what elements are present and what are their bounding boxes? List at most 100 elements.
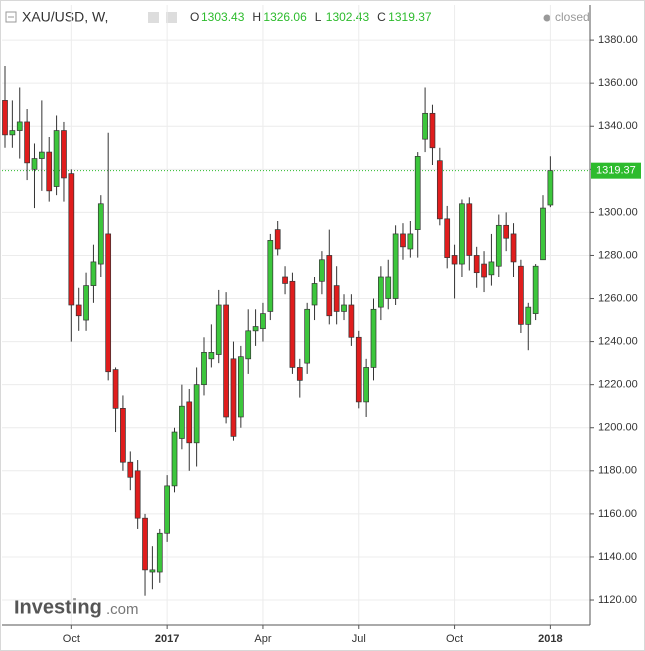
candle-body	[341, 304, 347, 312]
candle-body	[473, 255, 480, 274]
y-tick-label: 1260.00	[598, 292, 638, 304]
candle-body	[46, 151, 53, 192]
status: closed	[555, 10, 590, 24]
ohlc-label: C	[377, 10, 386, 24]
candle-body	[274, 229, 281, 250]
candle-body	[61, 130, 67, 179]
candle-body	[171, 431, 178, 487]
candle-body	[282, 276, 288, 284]
x-tick-label: Apr	[254, 633, 271, 645]
candle-body	[326, 255, 333, 317]
y-tick-label: 1160.00	[598, 508, 637, 520]
y-tick-label: 1340.00	[598, 120, 638, 132]
candle-body	[422, 112, 428, 140]
candle-body	[112, 369, 119, 409]
settings-icon[interactable]	[166, 12, 177, 23]
candle-body	[414, 156, 421, 230]
candle-body	[311, 283, 318, 306]
candle-body	[289, 280, 296, 368]
ohlc-label: O	[190, 10, 199, 24]
candle-body	[481, 263, 487, 278]
candle-body	[532, 265, 539, 314]
candle-body	[105, 233, 112, 373]
y-tick-label: 1140.00	[598, 551, 637, 563]
chart-title: XAU/USD, W,	[22, 9, 108, 25]
candle-body	[237, 356, 244, 418]
candle-body	[215, 304, 222, 355]
y-tick-label: 1200.00	[598, 422, 638, 434]
candle-body	[466, 203, 473, 256]
watermark: Investing	[14, 596, 102, 618]
candle-body	[252, 326, 259, 332]
ohlc-value: 1303.43	[201, 10, 245, 24]
candle-body	[120, 408, 126, 463]
ohlc-value: 1302.43	[326, 10, 370, 24]
candle-body	[488, 261, 495, 276]
candle-body	[451, 255, 458, 265]
candle-body	[230, 358, 237, 437]
eye-icon[interactable]	[148, 12, 159, 23]
candle-body	[355, 336, 362, 403]
candle-body	[9, 130, 16, 136]
ohlc-label: H	[252, 10, 261, 24]
candle-body	[333, 285, 340, 312]
y-tick-label: 1280.00	[598, 249, 638, 261]
candle-body	[518, 265, 524, 325]
x-tick-label: Oct	[446, 633, 463, 645]
candle-body	[142, 517, 148, 571]
price-label: 1319.37	[596, 165, 636, 177]
candle-body	[267, 240, 274, 312]
status-dot	[543, 14, 551, 22]
candle-body	[378, 276, 384, 308]
candle-body	[547, 170, 554, 206]
x-tick-label: Jul	[352, 633, 366, 645]
candle-body	[90, 261, 97, 286]
candle-body	[260, 313, 266, 330]
candle-body	[83, 285, 89, 321]
candle-body	[164, 485, 170, 534]
candle-body	[510, 233, 517, 263]
candle-body	[186, 401, 193, 444]
y-tick-label: 1380.00	[598, 34, 638, 46]
candle-body	[444, 218, 451, 258]
candle-body	[208, 352, 215, 360]
y-tick-label: 1300.00	[598, 206, 638, 218]
candle-body	[134, 470, 141, 519]
candle-body	[53, 130, 60, 187]
candle-body	[16, 121, 23, 131]
watermark-suffix: .com	[106, 601, 139, 618]
candle-body	[319, 259, 325, 282]
y-tick-label: 1180.00	[598, 465, 637, 477]
price-label-bg	[591, 162, 641, 179]
candle-body	[503, 224, 510, 239]
candle-body	[296, 367, 303, 381]
candle-body	[495, 224, 502, 267]
candle-body	[525, 306, 532, 325]
candle-body	[363, 367, 369, 403]
candle-body	[24, 121, 30, 164]
ohlc-value: 1326.06	[263, 10, 307, 24]
candle-body	[149, 569, 156, 573]
candle-body	[304, 308, 311, 364]
candle-body	[97, 203, 104, 265]
candle-body	[201, 352, 207, 386]
candle-body	[385, 276, 392, 299]
candle-body	[179, 405, 185, 439]
y-tick-label: 1360.00	[598, 77, 638, 89]
candle-body	[348, 304, 355, 338]
candle-body	[2, 100, 8, 136]
y-tick-label: 1240.00	[598, 336, 638, 348]
candle-body	[459, 203, 465, 265]
ohlc-value: 1319.37	[388, 10, 432, 24]
candle-body	[75, 304, 82, 317]
candle-body	[68, 173, 75, 306]
candle-body	[223, 304, 229, 418]
y-tick-label: 1220.00	[598, 379, 638, 391]
candle-body	[245, 330, 252, 360]
candle-body	[540, 207, 546, 261]
x-tick-label: Oct	[63, 633, 80, 645]
candle-body	[156, 532, 163, 573]
x-tick-label: 2017	[155, 633, 179, 645]
